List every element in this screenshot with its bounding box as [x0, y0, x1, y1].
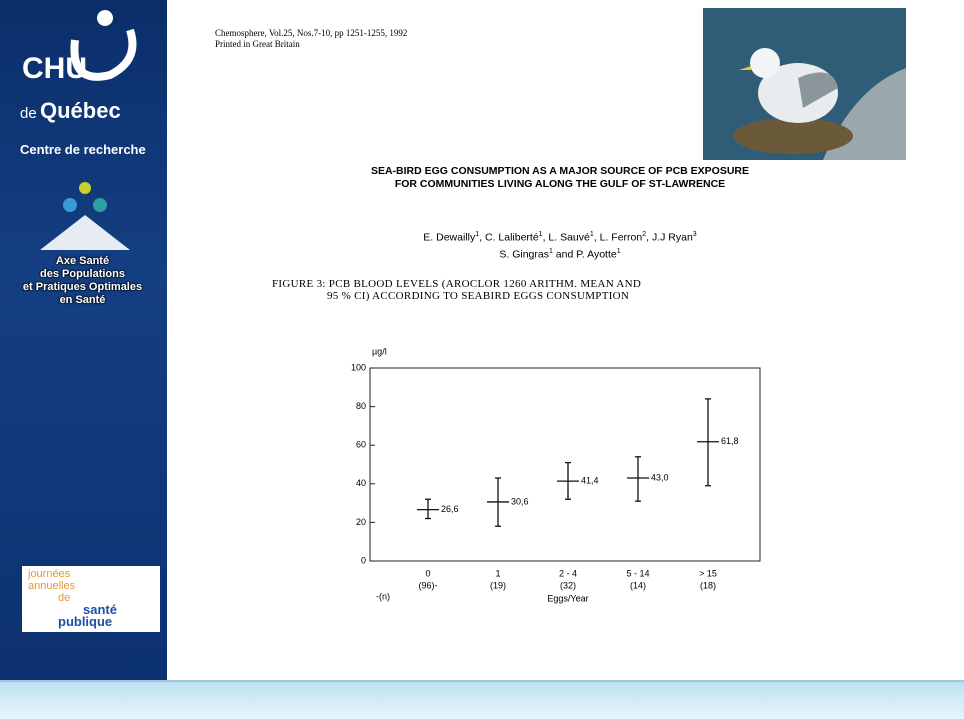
n-label: (19): [490, 580, 506, 590]
logo-dot: [97, 10, 113, 26]
axe-line: Axe Santé: [55, 255, 110, 267]
x-tick-label: 5 - 14: [626, 568, 649, 578]
citation-line: Printed in Great Britain: [215, 39, 300, 49]
footer-band: [0, 680, 964, 719]
x-tick-label: 2 - 4: [559, 568, 577, 578]
logo-text: CHU: [22, 52, 87, 85]
y-tick-label: 80: [356, 401, 366, 411]
value-label: 41,4: [581, 475, 599, 485]
logo-text: de: [20, 105, 37, 122]
gull-head: [750, 48, 780, 78]
y-tick-label: 60: [356, 440, 366, 450]
n-label: (14): [630, 580, 646, 590]
people-icon: [79, 182, 91, 194]
logo-swoosh: [70, 28, 137, 81]
x-tick-label: 1: [495, 568, 500, 578]
house-icon: [40, 215, 130, 250]
y-axis-label: µg/l: [372, 346, 387, 356]
author-name: , C. Laliberté: [479, 231, 539, 244]
author-affiliation: 3: [692, 231, 697, 238]
y-tick-label: 0: [361, 555, 366, 565]
people-icon: [93, 198, 107, 212]
citation-line: Chemosphere, Vol.25, Nos.7-10, pp 1251-1…: [215, 28, 408, 38]
author-affiliation: 1: [616, 247, 621, 255]
centre-label: Centre de recherche: [20, 142, 146, 157]
author-line: S. Gingras1 and P. Ayotte1: [165, 245, 955, 262]
logo-text: Québec: [40, 98, 121, 123]
bird-photo: [703, 8, 906, 160]
value-label: 30,6: [511, 496, 529, 506]
axe-label: Axe Santé des Populations et Pratiques O…: [0, 255, 165, 307]
gull-beak: [739, 66, 751, 70]
paper-title: SEA-BIRD EGG CONSUMPTION AS A MAJOR SOUR…: [165, 165, 955, 191]
author-line: E. Dewailly1, C. Laliberté1, L. Sauvé1, …: [165, 228, 955, 245]
jasp-logo: journées annuelles de santé publique: [28, 568, 154, 628]
x-tick-label: > 15: [699, 568, 717, 578]
value-label: 61,8: [721, 436, 739, 446]
y-tick-label: 20: [356, 517, 366, 527]
jasp-box: [22, 566, 160, 632]
author-affiliation: 1: [589, 231, 594, 238]
n-label: (18): [700, 580, 716, 590]
jasp-text: santé: [83, 602, 117, 617]
author-affiliation: 1: [548, 247, 553, 255]
author-affiliation: 1: [475, 231, 480, 238]
title-line: FOR COMMUNITIES LIVING ALONG THE GULF OF…: [394, 178, 726, 190]
author-affiliation: 1: [538, 231, 543, 238]
y-tick-label: 40: [356, 478, 366, 488]
author-name: , L. Ferron: [593, 231, 643, 244]
author-affiliation: 2: [642, 231, 647, 238]
plot-frame: [369, 367, 761, 562]
authors: E. Dewailly1, C. Laliberté1, L. Sauvé1, …: [165, 228, 955, 261]
n-label: (96)-: [418, 580, 437, 590]
x-axis-label: Eggs/Year: [547, 593, 588, 603]
value-label: 43,0: [651, 472, 669, 482]
jasp-text: de: [58, 592, 71, 604]
people-icon: [63, 198, 77, 212]
value-label: 26,6: [441, 504, 459, 514]
caption-line: 95 % CI) ACCORDING TO SEABIRD EGGS CONSU…: [327, 290, 630, 302]
nest: [733, 118, 853, 154]
gull-wing: [798, 72, 838, 108]
jasp-text: publique: [58, 614, 113, 629]
jasp-text: journées: [28, 568, 71, 580]
axe-line: et Pratiques Optimales: [22, 281, 143, 293]
caption-line: FIGURE 3: PCB BLOOD LEVELS (AROCLOR 1260…: [272, 278, 642, 290]
citation: Chemosphere, Vol.25, Nos.7-10, pp 1251-1…: [215, 28, 407, 50]
n-label: (32): [560, 580, 576, 590]
y-tick-label: 100: [351, 362, 366, 372]
title-line: SEA-BIRD EGG CONSUMPTION AS A MAJOR SOUR…: [370, 165, 750, 177]
author-name: , J.J Ryan: [646, 231, 693, 244]
author-name: E. Dewailly: [423, 231, 476, 244]
figure-caption: FIGURE 3: PCB BLOOD LEVELS (AROCLOR 1260…: [272, 278, 641, 302]
n-axis-label: -(n): [376, 591, 390, 601]
author-name: and P. Ayotte: [552, 248, 617, 260]
axe-line: en Santé: [59, 294, 106, 306]
x-tick-label: 0: [425, 568, 430, 578]
author-name: , L. Sauvé: [542, 231, 590, 244]
axe-line: des Populations: [40, 268, 125, 280]
chart: µg/l 0 20 40 60 80 100 0 (96)- 26,6 1 (19) 30,6 2 - 4…: [351, 346, 761, 603]
sidebar-art: [22, 10, 160, 632]
author-name: S. Gingras: [499, 248, 549, 260]
jasp-text: annuelles: [28, 580, 76, 592]
